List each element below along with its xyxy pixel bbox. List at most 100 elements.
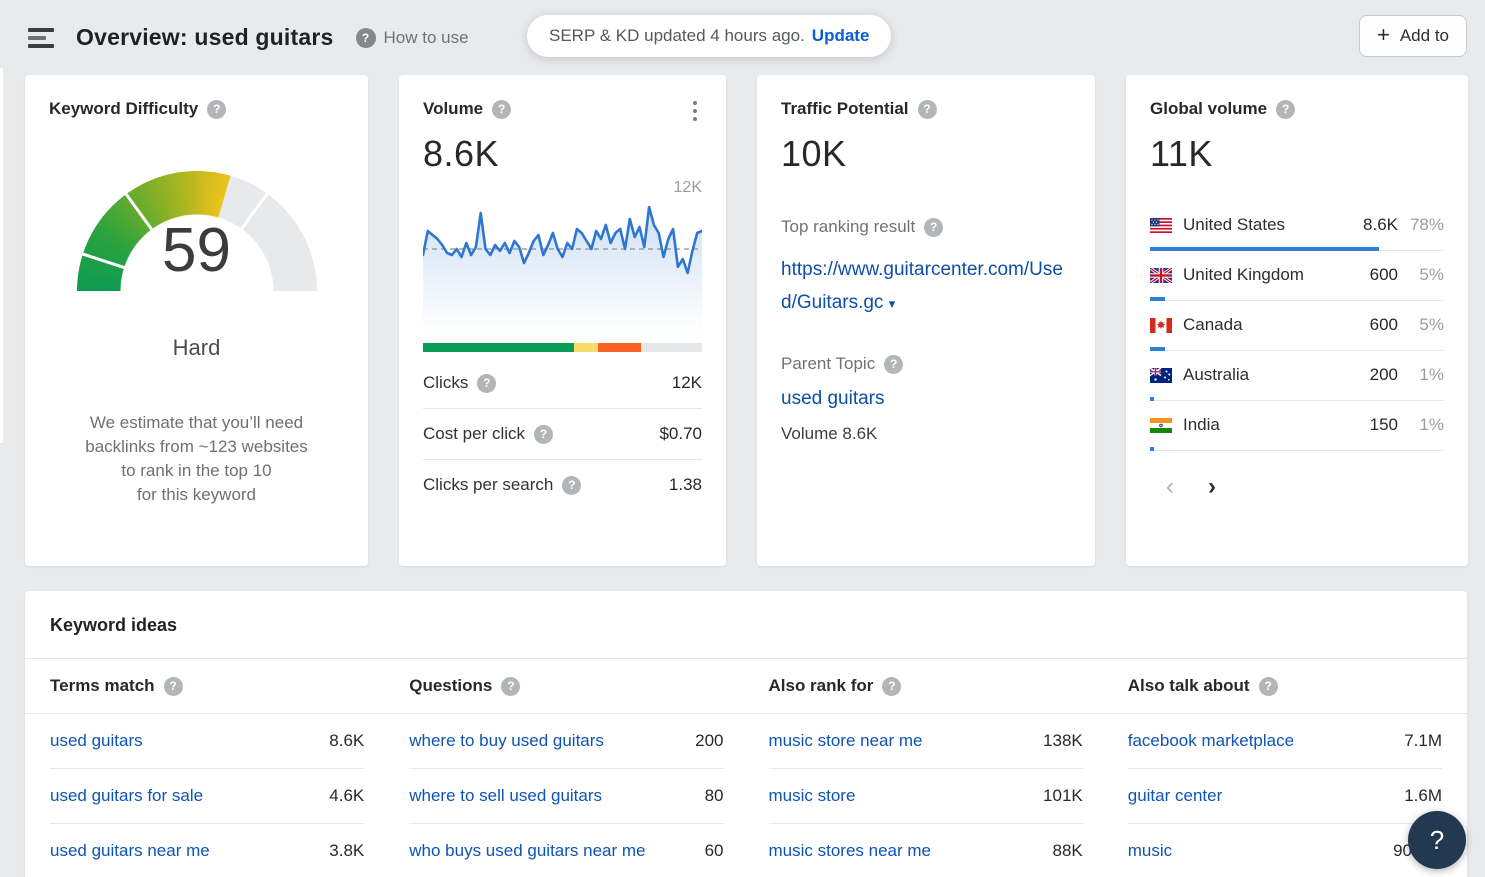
keyword-volume: 60 [704,841,724,860]
help-icon[interactable]: ? [882,676,902,696]
keyword-volume: 90 [1393,841,1412,860]
country-volume: 600 [1369,265,1398,284]
next-page-icon[interactable]: › [1208,473,1216,500]
country-share-bar [1150,347,1165,351]
keyword-row: facebook marketplace 7.1M [1127,714,1442,769]
global-volume-title: Global volume [1150,99,1268,118]
country-volume: 200 [1369,365,1398,384]
flag-uk-icon [1150,267,1172,283]
keyword-volume: 138K [1043,731,1083,750]
kd-description: We estimate that you’ll need backlinks fr… [85,413,308,504]
keyword-row: music store 101K [768,769,1083,824]
metric-label: Clicks per search? [423,475,582,495]
help-icon[interactable]: ? [492,99,512,119]
keyword-difficulty-title: Keyword Difficulty [49,99,199,118]
country-row[interactable]: United States 8.6K 78% [1150,201,1444,251]
metric-row: Clicks per search? 1.38 [423,460,702,510]
header: Overview: used guitars ? How to use SERP… [0,0,1485,75]
top-ranking-url[interactable]: https://www.guitarcenter.com/Used/Guitar… [781,259,1063,313]
keyword-row: used guitars for sale 4.6K [50,769,365,824]
help-icon[interactable]: ? [1258,676,1278,696]
flag-au-icon [1150,367,1172,383]
flag-us-icon [1150,217,1172,233]
prev-page-icon[interactable]: ‹ [1166,473,1174,500]
traffic-potential-card: Traffic Potential ? 10K Top ranking resu… [757,75,1095,566]
metric-cards-row: Keyword Difficulty ? 59 Hard We estimate… [0,75,1485,566]
keyword-volume: 8.6K [329,731,365,750]
country-row[interactable]: Canada 600 5% [1150,301,1444,351]
flag-in-icon [1150,417,1172,433]
volume-trend-chart [423,205,702,333]
bar-segment-rest [640,343,702,352]
help-icon[interactable]: ? [501,676,521,696]
help-icon[interactable]: ? [562,475,582,495]
traffic-potential-value: 10K [781,133,847,174]
keyword-difficulty-card: Keyword Difficulty ? 59 Hard We estimate… [25,75,368,566]
metric-row: Clicks? 12K [423,358,702,409]
country-volume: 8.6K [1363,215,1398,234]
country-row[interactable]: Australia 200 1% [1150,351,1444,401]
keyword-row: music store near me 138K [768,714,1083,769]
how-to-use[interactable]: ? How to use [355,27,469,48]
keyword-column: used guitars 8.6K used guitars for sale 4.6… [50,714,365,877]
keyword-link[interactable]: used guitars [50,731,143,750]
bar-segment-paid [573,343,598,352]
parent-topic-link[interactable]: used guitars [781,388,885,409]
country-row[interactable]: India 150 1% [1150,401,1444,451]
kebab-menu-icon[interactable] [686,101,704,121]
sidebar-toggle-icon[interactable] [28,27,54,48]
country-percent: 78% [1409,215,1444,234]
help-fab-button[interactable]: ? [1408,811,1466,869]
keyword-link[interactable]: music stores near me [768,841,932,860]
global-volume-card: Global volume ? 11K United States 8.6K 78%… [1126,75,1468,566]
global-volume-value: 11K [1150,133,1213,174]
country-percent: 5% [1419,265,1444,284]
column-header-label: Questions [409,676,493,695]
country-row[interactable]: United Kingdom 600 5% [1150,251,1444,301]
add-to-button[interactable]: + Add to [1358,15,1467,57]
metric-row: Cost per click? $0.70 [423,409,702,460]
keyword-link[interactable]: facebook marketplace [1127,731,1295,750]
keyword-link[interactable]: used guitars near me [50,841,210,860]
keyword-link[interactable]: music store near me [768,731,923,750]
help-icon[interactable]: ? [207,99,227,119]
keyword-volume: 88K [1052,841,1083,860]
keyword-link[interactable]: where to buy used guitars [409,731,604,750]
metric-label: Clicks? [423,373,497,393]
country-percent: 1% [1419,365,1444,384]
keyword-column: facebook marketplace 7.1M guitar center 1.6… [1127,714,1442,877]
keyword-row: who buys used guitars near me 60 [409,824,723,877]
keyword-row: used guitars near me 3.8K [50,824,364,877]
keyword-row: where to sell used guitars 80 [409,769,724,824]
update-toast-text: SERP & KD updated 4 hours ago. [549,26,805,45]
keyword-link[interactable]: music store [768,786,856,805]
help-icon[interactable]: ? [924,217,944,237]
help-icon[interactable]: ? [534,424,554,444]
kd-score-label: Hard [172,335,221,360]
help-icon[interactable]: ? [477,373,497,393]
help-icon[interactable]: ? [917,99,937,119]
keyword-link[interactable]: where to sell used guitars [409,786,603,805]
country-name: United States [1183,215,1286,234]
keyword-link[interactable]: music [1127,841,1173,860]
volume-title: Volume [423,99,484,118]
country-share-bar [1150,247,1380,251]
keyword-link[interactable]: guitar center [1127,786,1223,805]
help-icon[interactable]: ? [884,354,904,374]
chevron-down-icon[interactable]: ▾ [888,296,896,311]
keyword-ideas-title: Keyword ideas [50,615,178,635]
bar-segment-no-click [597,343,641,352]
keyword-link[interactable]: used guitars for sale [50,786,204,805]
country-name: United Kingdom [1183,265,1304,284]
bar-segment-organic [423,343,574,352]
column-header-label: Terms match [50,676,155,695]
country-volume: 600 [1369,315,1398,334]
keyword-volume: 80 [704,786,724,805]
keyword-ideas-columns: used guitars 8.6K used guitars for sale 4.6… [25,714,1467,877]
add-to-label: Add to [1399,26,1449,45]
metric-label-text: Clicks [423,373,469,392]
help-icon[interactable]: ? [163,676,183,696]
update-link[interactable]: Update [811,26,870,45]
keyword-link[interactable]: who buys used guitars near me [409,841,646,860]
help-icon[interactable]: ? [1276,99,1296,119]
